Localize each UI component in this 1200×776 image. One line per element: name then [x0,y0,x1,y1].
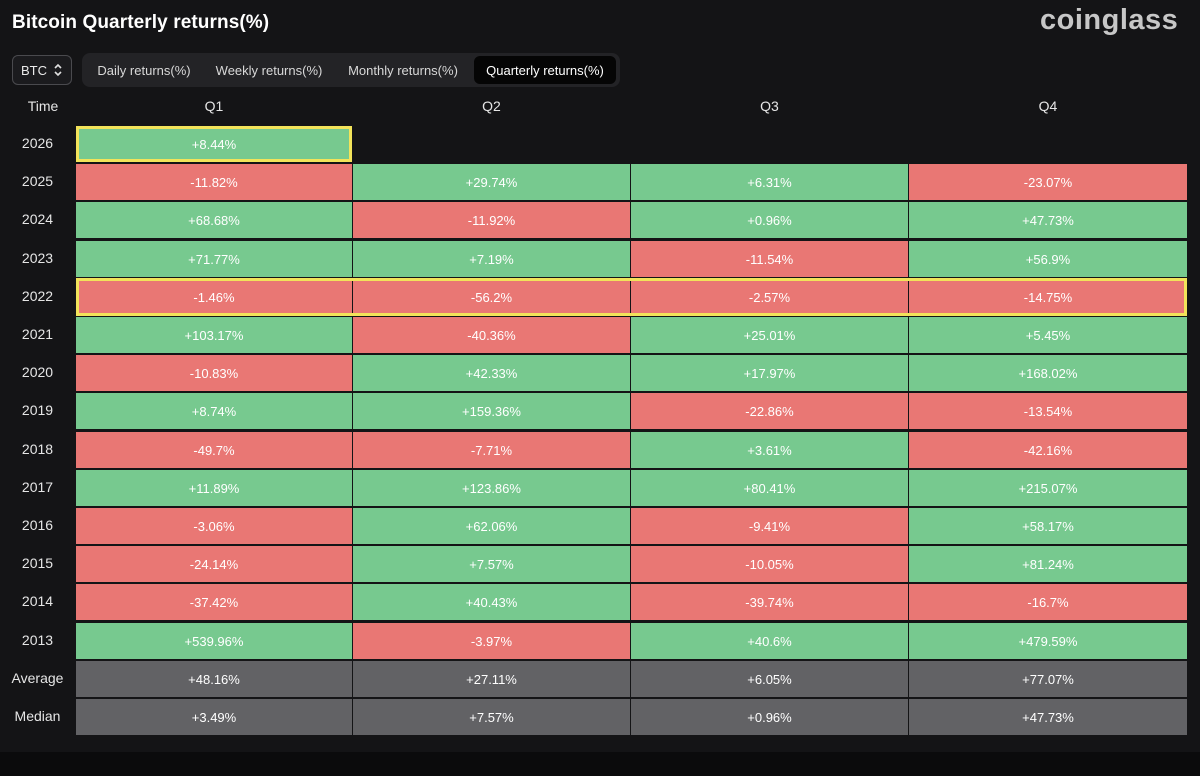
column-header-q4: Q4 [1038,98,1058,114]
return-cell[interactable]: +40.6% [631,623,908,659]
row-label-year: 2026 [21,135,54,151]
row-label-year: 2013 [21,632,54,648]
return-cell[interactable]: -14.75% [909,279,1187,315]
column-header-q2: Q2 [482,98,501,114]
return-cell[interactable]: +3.61% [631,432,908,468]
row-label-year: 2020 [21,364,54,380]
stat-cell[interactable]: +0.96% [631,699,908,735]
tab-weekly-returns[interactable]: Weekly returns(%) [215,62,323,78]
heatmap-panel: Bitcoin Quarterly returns(%) coinglass B… [11,4,1187,735]
chevron-up-down-icon [54,63,62,77]
row-label-year: 2014 [21,593,54,609]
stat-row-label: Average [11,670,64,686]
return-cell[interactable]: -23.07% [909,164,1187,200]
return-cell[interactable]: +7.19% [353,241,630,277]
stat-row-label: Median [14,708,61,724]
return-cell[interactable]: -7.71% [353,432,630,468]
return-cell[interactable]: +159.36% [353,393,630,429]
return-cell[interactable]: +56.9% [909,241,1187,277]
return-cell[interactable]: +479.59% [909,623,1187,659]
return-cell[interactable]: +8.74% [76,393,352,429]
return-cell[interactable]: -40.36% [353,317,630,353]
returns-tab-bar: Daily returns(%) Weekly returns(%) Month… [82,53,620,87]
page-title: Bitcoin Quarterly returns(%) [12,12,270,33]
stat-cell[interactable]: +3.49% [76,699,352,735]
return-cell[interactable]: -3.06% [76,508,352,544]
return-cell[interactable]: +58.17% [909,508,1187,544]
stat-cell[interactable]: +48.16% [76,661,352,697]
row-label-year: 2023 [21,250,54,266]
return-cell[interactable]: -56.2% [353,279,630,315]
tab-quarterly-returns[interactable]: Quarterly returns(%) [474,56,616,84]
return-cell[interactable]: +6.31% [631,164,908,200]
return-cell[interactable]: +0.96% [631,202,908,238]
return-cell[interactable]: -11.92% [353,202,630,238]
asset-select[interactable]: BTC [12,55,72,85]
return-cell[interactable]: -42.16% [909,432,1187,468]
return-cell[interactable]: +71.77% [76,241,352,277]
return-cell[interactable]: +17.97% [631,355,908,391]
return-cell[interactable]: +168.02% [909,355,1187,391]
column-header-q3: Q3 [760,98,779,114]
return-cell[interactable]: +80.41% [631,470,908,506]
return-cell[interactable]: -16.7% [909,584,1187,620]
return-cell[interactable]: -3.97% [353,623,630,659]
return-cell[interactable]: +215.07% [909,470,1187,506]
return-cell[interactable]: -10.05% [631,546,908,582]
return-cell[interactable]: +40.43% [353,584,630,620]
return-cell[interactable]: +62.06% [353,508,630,544]
return-cell[interactable]: -11.54% [631,241,908,277]
return-cell[interactable]: +539.96% [76,623,352,659]
tab-monthly-returns[interactable]: Monthly returns(%) [348,62,458,78]
return-cell[interactable]: -22.86% [631,393,908,429]
row-label-year: 2025 [21,173,54,189]
return-cell[interactable]: +123.86% [353,470,630,506]
return-cell[interactable]: +5.45% [909,317,1187,353]
return-cell[interactable]: +47.73% [909,202,1187,238]
return-cell[interactable]: +42.33% [353,355,630,391]
row-label-year: 2021 [21,326,54,342]
stat-cell[interactable]: +27.11% [353,661,630,697]
brand-logo: coinglass [1040,4,1179,36]
return-cell[interactable]: +8.44% [76,126,352,162]
row-label-year: 2019 [21,402,54,418]
row-label-year: 2017 [21,479,54,495]
return-cell[interactable]: -2.57% [631,279,908,315]
return-cell[interactable]: -1.46% [76,279,352,315]
return-cell[interactable]: +68.68% [76,202,352,238]
return-cell[interactable]: -24.14% [76,546,352,582]
return-cell[interactable]: -11.82% [76,164,352,200]
return-cell[interactable]: -39.74% [631,584,908,620]
stat-cell[interactable]: +7.57% [353,699,630,735]
return-cell[interactable]: +29.74% [353,164,630,200]
return-cell[interactable]: -9.41% [631,508,908,544]
stat-cell[interactable]: +6.05% [631,661,908,697]
asset-select-value: BTC [21,62,47,78]
return-cell[interactable]: -10.83% [76,355,352,391]
return-cell[interactable]: -37.42% [76,584,352,620]
stat-cell[interactable]: +77.07% [909,661,1187,697]
row-label-year: 2015 [21,555,54,571]
row-label-year: 2016 [21,517,54,533]
return-cell[interactable]: +81.24% [909,546,1187,582]
row-label-year: 2018 [21,441,54,457]
return-cell[interactable]: +7.57% [353,546,630,582]
row-label-year: 2022 [21,288,54,304]
stat-cell[interactable]: +47.73% [909,699,1187,735]
row-label-year: 2024 [21,211,54,227]
return-cell[interactable]: +11.89% [76,470,352,506]
column-header-time: Time [27,98,59,114]
return-cell[interactable]: +25.01% [631,317,908,353]
return-cell[interactable]: -49.7% [76,432,352,468]
return-cell[interactable]: -13.54% [909,393,1187,429]
return-cell[interactable]: +103.17% [76,317,352,353]
column-header-q1: Q1 [204,98,224,114]
tab-daily-returns[interactable]: Daily returns(%) [97,62,191,78]
